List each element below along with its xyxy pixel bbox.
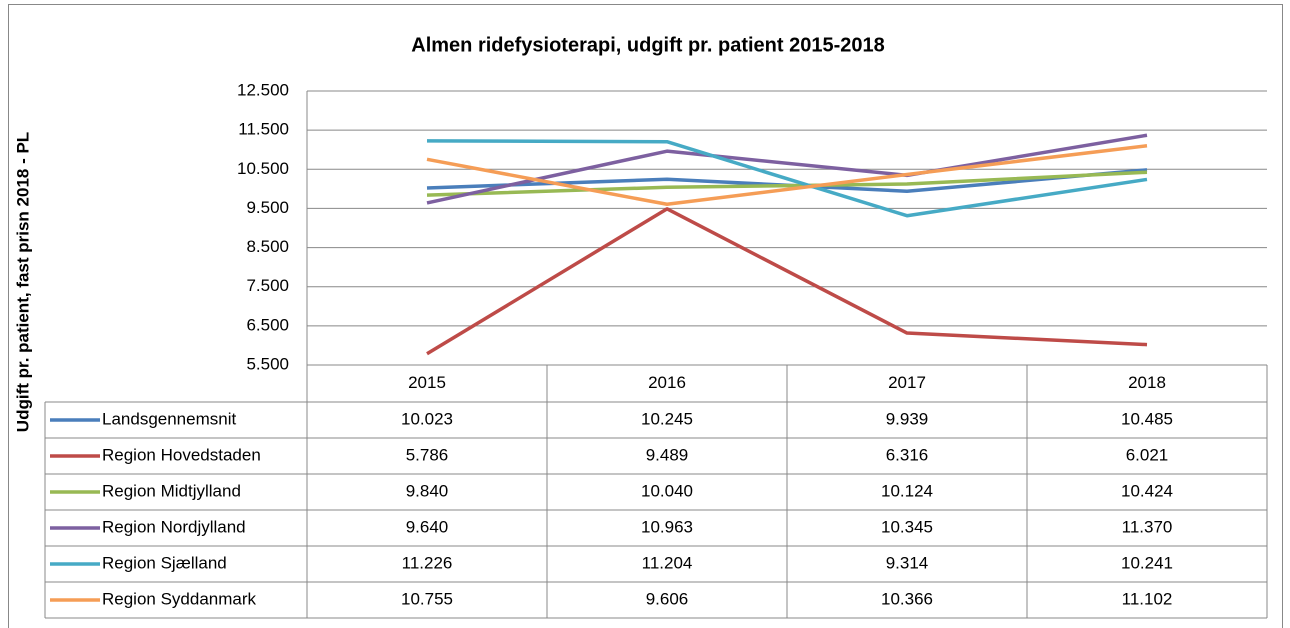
y-tick-label: 9.500 [246, 198, 289, 217]
legend-label: Landsgennemsnit [102, 409, 236, 428]
y-tick-label: 7.500 [246, 276, 289, 295]
value-label: 10.963 [641, 517, 693, 536]
value-label: 10.023 [401, 409, 453, 428]
legend-label: Region Nordjylland [102, 517, 246, 536]
y-tick-label: 6.500 [246, 315, 289, 334]
value-label: 9.606 [646, 589, 689, 608]
series-line [426, 143, 1148, 207]
y-tick-label: 11.500 [238, 120, 289, 139]
x-tick-label: 2016 [648, 373, 686, 392]
y-tick-label: 12.500 [237, 80, 289, 99]
y-tick-label: 5.500 [246, 354, 289, 373]
x-tick-label: 2015 [408, 373, 446, 392]
chart-frame [8, 4, 1283, 628]
value-label: 6.021 [1126, 445, 1169, 464]
value-label: 11.226 [402, 553, 453, 572]
value-label: 10.424 [1121, 481, 1173, 500]
value-label: 11.204 [642, 553, 693, 572]
value-label: 10.755 [401, 589, 453, 608]
legend-label: Region Midtjylland [102, 481, 241, 500]
value-label: 9.640 [406, 517, 449, 536]
value-label: 10.345 [881, 517, 933, 536]
series-line [426, 139, 1148, 218]
legend-label: Region Hovedstaden [102, 445, 261, 464]
value-label: 10.245 [641, 409, 693, 428]
x-tick-label: 2018 [1128, 373, 1166, 392]
legend-label: Region Syddanmark [102, 589, 257, 608]
value-label: 11.370 [1122, 517, 1173, 536]
series-line [426, 207, 1148, 356]
value-label: 9.840 [406, 481, 449, 500]
y-tick-label: 8.500 [246, 237, 289, 256]
y-axis-label: Udgift pr. patient, fast prisn 2018 - PL [13, 132, 32, 432]
value-label: 9.314 [886, 553, 929, 572]
chart-title: Almen ridefysioterapi, udgift pr. patien… [411, 34, 884, 56]
value-label: 10.366 [881, 589, 933, 608]
value-label: 6.316 [886, 445, 929, 464]
series-line [426, 170, 1148, 197]
legend-label: Region Sjælland [102, 553, 227, 572]
value-label: 10.485 [1121, 409, 1173, 428]
value-label: 5.786 [406, 445, 449, 464]
y-tick-label: 10.500 [237, 159, 289, 178]
value-label: 10.040 [641, 481, 693, 500]
value-label: 10.241 [1121, 553, 1173, 572]
x-tick-label: 2017 [888, 373, 926, 392]
value-label: 11.102 [1122, 589, 1173, 608]
value-label: 10.124 [881, 481, 933, 500]
value-label: 9.489 [646, 445, 689, 464]
series-line [426, 133, 1148, 205]
value-label: 9.939 [886, 409, 929, 428]
